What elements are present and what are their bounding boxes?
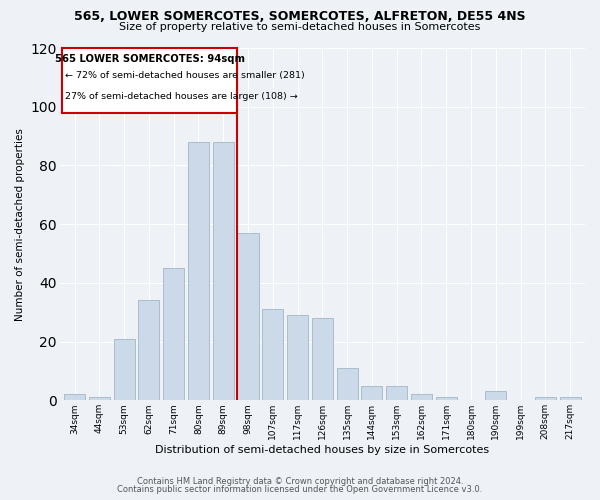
- Bar: [312, 318, 333, 400]
- Bar: [287, 315, 308, 400]
- Bar: [238, 233, 259, 400]
- Bar: [163, 268, 184, 400]
- Text: 565 LOWER SOMERCOTES: 94sqm: 565 LOWER SOMERCOTES: 94sqm: [55, 54, 245, 64]
- Text: Contains public sector information licensed under the Open Government Licence v3: Contains public sector information licen…: [118, 485, 482, 494]
- Bar: [213, 142, 234, 401]
- Bar: [560, 398, 581, 400]
- Bar: [113, 338, 134, 400]
- Bar: [188, 142, 209, 401]
- Text: Size of property relative to semi-detached houses in Somercotes: Size of property relative to semi-detach…: [119, 22, 481, 32]
- Bar: [436, 398, 457, 400]
- FancyBboxPatch shape: [62, 48, 238, 112]
- Bar: [411, 394, 432, 400]
- Bar: [535, 398, 556, 400]
- Text: Contains HM Land Registry data © Crown copyright and database right 2024.: Contains HM Land Registry data © Crown c…: [137, 477, 463, 486]
- Bar: [262, 310, 283, 400]
- Bar: [337, 368, 358, 400]
- Text: 27% of semi-detached houses are larger (108) →: 27% of semi-detached houses are larger (…: [65, 92, 298, 101]
- Bar: [89, 398, 110, 400]
- Bar: [485, 392, 506, 400]
- Bar: [139, 300, 160, 400]
- Bar: [64, 394, 85, 400]
- Bar: [386, 386, 407, 400]
- Bar: [361, 386, 382, 400]
- Text: ← 72% of semi-detached houses are smaller (281): ← 72% of semi-detached houses are smalle…: [65, 72, 304, 80]
- Y-axis label: Number of semi-detached properties: Number of semi-detached properties: [15, 128, 25, 320]
- Text: 565, LOWER SOMERCOTES, SOMERCOTES, ALFRETON, DE55 4NS: 565, LOWER SOMERCOTES, SOMERCOTES, ALFRE…: [74, 10, 526, 23]
- X-axis label: Distribution of semi-detached houses by size in Somercotes: Distribution of semi-detached houses by …: [155, 445, 490, 455]
